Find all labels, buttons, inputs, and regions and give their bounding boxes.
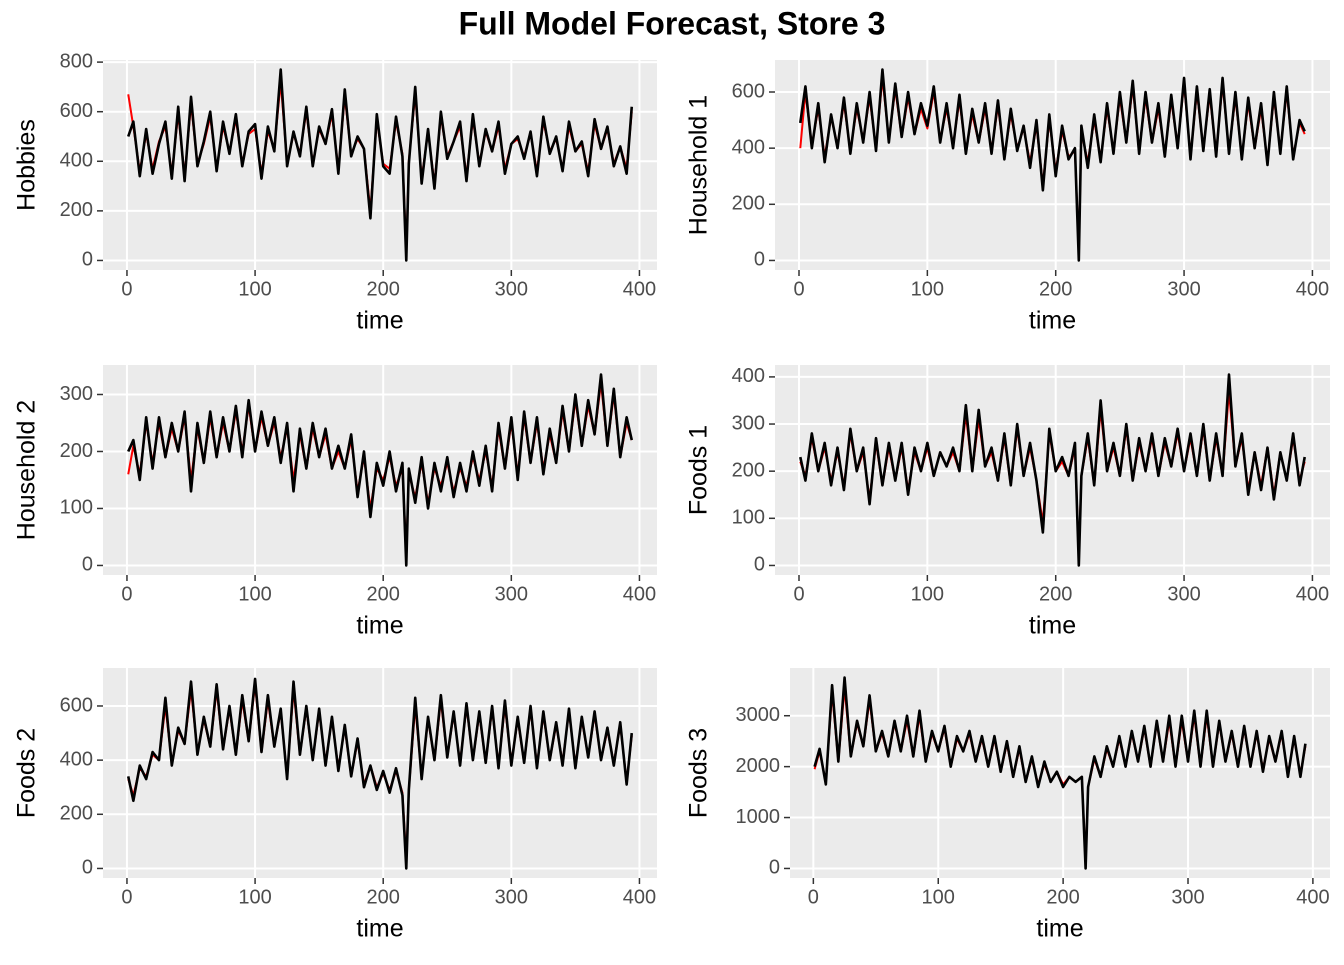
x-tick-label: 200 [367,583,400,605]
y-tick-label: 400 [732,136,765,158]
panel: 0 200 400 600 0 100 200 300 400 time Foods 2 [13,668,657,943]
x-tick-label: 300 [495,583,528,605]
x-tick-label: 0 [121,583,132,605]
y-tick-label: 3000 [736,704,781,726]
series-line [799,373,1306,567]
x-tick-label: 300 [1171,886,1204,908]
x-tick-label: 300 [495,886,528,908]
y-tick-label: 400 [60,150,93,172]
y-tick-label: 600 [732,80,765,102]
x-tick-label: 100 [238,278,271,300]
y-tick-label: 600 [60,694,93,716]
y-tick-label: 0 [82,249,93,271]
x-tick-label: 0 [808,886,819,908]
y-tick-label: 200 [60,440,93,462]
panel: 0 100 200 300 400 0 100 200 300 400 time Foods 1 [685,365,1330,640]
x-tick-label: 0 [793,583,804,605]
x-tick-label: 300 [1167,583,1200,605]
plot-background [103,668,657,878]
y-tick-label: 800 [60,50,93,72]
x-tick-label: 0 [121,886,132,908]
y-tick-label: 0 [82,857,93,879]
plot-background [790,668,1330,878]
x-tick-label: 400 [623,278,656,300]
y-axis-title: Foods 2 [13,728,41,818]
x-axis-title: time [1029,612,1076,640]
y-tick-label: 200 [732,193,765,215]
x-tick-label: 200 [1039,583,1072,605]
y-tick-label: 400 [732,365,765,387]
y-tick-label: 200 [60,199,93,221]
y-tick-label: 1000 [736,806,781,828]
x-tick-label: 200 [1046,886,1079,908]
y-axis-title: Foods 1 [685,425,713,515]
plot-background [775,365,1330,575]
x-tick-label: 300 [1167,278,1200,300]
y-tick-label: 200 [732,459,765,481]
series-line [126,677,634,870]
y-axis-title: Household 2 [13,400,41,540]
x-tick-label: 0 [793,278,804,300]
x-tick-label: 400 [1296,583,1329,605]
x-tick-label: 400 [623,886,656,908]
plot-background [775,60,1330,270]
y-tick-label: 600 [60,100,93,122]
x-axis-title: time [356,307,403,335]
x-tick-label: 100 [911,583,944,605]
x-tick-label: 400 [1296,278,1329,300]
series-line [799,68,1306,262]
y-tick-label: 300 [60,383,93,405]
y-tick-label: 100 [732,507,765,529]
x-tick-label: 200 [367,886,400,908]
y-tick-label: 400 [60,748,93,770]
x-tick-label: 200 [1039,278,1072,300]
x-axis-title: time [356,915,403,943]
x-tick-label: 400 [623,583,656,605]
y-tick-label: 100 [60,497,93,519]
series-line [813,676,1307,870]
y-tick-label: 0 [82,554,93,576]
y-tick-label: 200 [60,803,93,825]
panel: 0 1000 2000 3000 0 100 200 300 400 time Foods 3 [685,668,1330,943]
y-axis-title: Household 1 [685,95,713,235]
y-axis-title: Foods 3 [685,728,713,818]
x-tick-label: 0 [121,278,132,300]
x-tick-label: 100 [238,886,271,908]
x-tick-label: 300 [495,278,528,300]
panel: 0 200 400 600 800 0 100 200 300 400 time Hobbies [13,50,657,335]
y-tick-label: 0 [754,249,765,271]
x-axis-title: time [356,612,403,640]
y-tick-label: 300 [732,412,765,434]
figure-title: Full Model Forecast, Store 3 [459,5,886,41]
x-tick-label: 100 [911,278,944,300]
y-tick-label: 0 [769,857,780,879]
x-tick-label: 200 [367,278,400,300]
y-axis-title: Hobbies [13,119,41,211]
y-tick-label: 0 [754,554,765,576]
x-tick-label: 100 [922,886,955,908]
panel: 0 100 200 300 0 100 200 300 400 time Household 2 [13,365,657,640]
y-tick-label: 2000 [736,755,781,777]
x-axis-title: time [1029,307,1076,335]
x-tick-label: 100 [238,583,271,605]
x-axis-title: time [1036,915,1083,943]
x-tick-label: 400 [1296,886,1329,908]
series-line [127,373,634,567]
series-line [127,68,634,262]
panel: 0 200 400 600 0 100 200 300 400 time Household 1 [685,60,1330,335]
